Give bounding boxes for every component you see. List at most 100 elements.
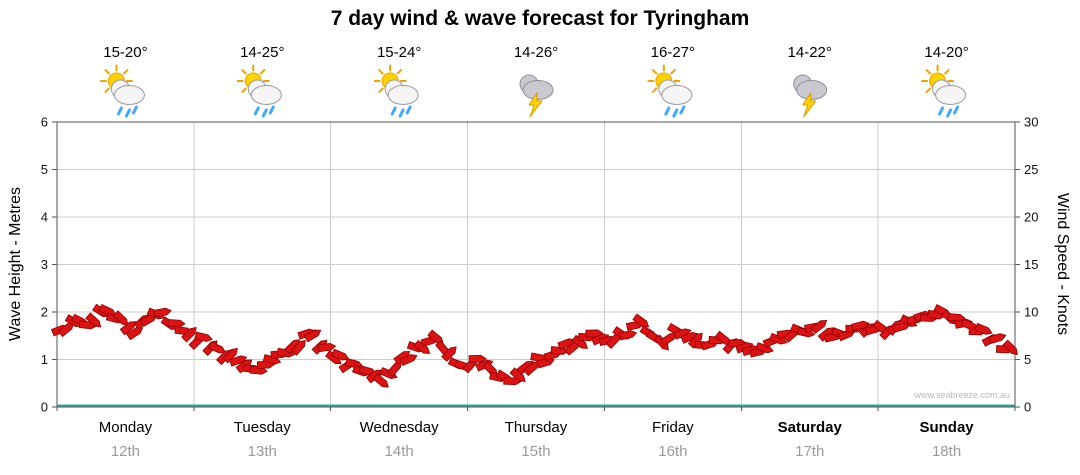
cloud-icon	[662, 86, 691, 104]
temperature-label: 14-22°	[788, 44, 832, 61]
sun-ray-icon	[378, 87, 384, 93]
raindrop-icon	[124, 108, 131, 118]
temperature-label: 14-26°	[514, 44, 558, 61]
weather-icons-row	[99, 64, 967, 118]
wind-arrow	[974, 322, 993, 335]
raindrop-icon	[398, 108, 405, 118]
weather-icon-sun-cloud-rain	[921, 64, 967, 118]
wind-arrow-series	[50, 303, 1018, 388]
right-tick-label: 5	[1024, 352, 1031, 367]
axis-ticks: 0 1 2 3 4 5 6 0 5 10 15 20 25 30	[41, 115, 1039, 415]
day-name-label: Sunday	[919, 419, 974, 436]
wind-arrow	[892, 321, 911, 333]
right-axis-title: Wind Speed - Knots	[1054, 192, 1071, 336]
raindrop-icon	[405, 105, 412, 115]
day-date-label: 18th	[932, 443, 961, 460]
wind-arrow	[303, 329, 322, 343]
wind-arrow	[57, 322, 75, 338]
day-name-label: Tuesday	[234, 419, 291, 436]
right-tick-label: 25	[1024, 162, 1038, 177]
cloud-icon	[252, 86, 281, 104]
weather-icon-sun-cloud-rain	[647, 64, 693, 118]
wind-arrow	[125, 327, 144, 341]
cloud-icon	[524, 81, 552, 99]
left-tick-label: 1	[41, 352, 48, 367]
wind-arrow	[331, 348, 350, 361]
weather-icon-sun-cloud-rain	[236, 64, 282, 118]
wind-arrow	[618, 330, 638, 341]
wind-arrow	[85, 312, 102, 328]
wind-arrow	[810, 319, 828, 335]
left-tick-label: 3	[41, 257, 48, 272]
cloud-icon	[797, 81, 826, 99]
sun-ray-icon	[259, 69, 266, 75]
weather-icon-sun-cloud-rain	[373, 64, 419, 118]
day-name-label: Monday	[99, 419, 153, 436]
wind-arrow	[112, 310, 129, 326]
wind-arrow	[571, 334, 588, 349]
wind-arrow	[399, 354, 418, 367]
lightning-icon	[802, 92, 817, 118]
wind-arrow	[503, 376, 522, 386]
left-tick-label: 2	[41, 305, 48, 320]
raindrop-icon	[261, 108, 268, 118]
chart-title: 7 day wind & wave forecast for Tyringham	[330, 7, 750, 30]
raindrop-icon	[938, 106, 945, 116]
right-tick-label: 10	[1024, 305, 1038, 320]
sun-ray-icon	[104, 87, 111, 93]
sun-ray-icon	[651, 87, 658, 93]
raindrop-icon	[253, 106, 260, 116]
cloud-icon	[115, 86, 144, 104]
wind-arrow	[181, 327, 197, 343]
sun-ray-icon	[241, 69, 247, 75]
wind-arrow	[687, 332, 703, 349]
wind-arrow	[153, 307, 172, 318]
wind-arrow	[413, 339, 431, 354]
left-tick-label: 5	[41, 162, 48, 177]
day-date-label: 16th	[658, 443, 687, 460]
right-tick-label: 0	[1024, 400, 1031, 415]
right-tick-label: 30	[1024, 115, 1038, 130]
wind-arrow	[1002, 339, 1018, 355]
weather-icon-storm-lightning	[519, 74, 554, 118]
wind-arrow	[468, 355, 487, 363]
wind-arrow	[194, 331, 213, 342]
temperature-label: 14-20°	[924, 44, 968, 61]
wind-arrow	[290, 339, 306, 356]
sun-ray-icon	[241, 87, 247, 93]
raindrop-icon	[946, 108, 953, 118]
raindrop-icon	[116, 106, 123, 116]
wind-arrow	[207, 341, 226, 354]
raindrop-icon	[672, 108, 679, 118]
wind-arrow	[372, 373, 389, 388]
day-labels: Monday 12th 15-20° Tuesday 13th 14-25° Wednesd…	[99, 44, 975, 460]
raindrop-icon	[953, 105, 960, 115]
sun-ray-icon	[122, 69, 129, 75]
day-date-label: 17th	[795, 443, 824, 460]
raindrop-icon	[664, 106, 671, 116]
weather-icon-storm-lightning	[793, 74, 828, 118]
day-name-label: Thursday	[505, 419, 568, 436]
wind-arrow	[317, 342, 337, 353]
lightning-icon	[528, 92, 543, 118]
sun-ray-icon	[925, 69, 932, 75]
temperature-label: 15-20°	[103, 44, 147, 61]
sun-ray-icon	[104, 69, 111, 75]
sun-ray-icon	[670, 69, 676, 75]
temperature-label: 16-27°	[651, 44, 695, 61]
sun-ray-icon	[943, 69, 950, 75]
day-date-label: 15th	[521, 443, 550, 460]
wind-arrow	[167, 319, 186, 328]
sun-ray-icon	[378, 69, 384, 75]
cloud-icon	[936, 86, 965, 104]
raindrop-icon	[131, 105, 138, 115]
day-name-label: Wednesday	[360, 419, 439, 436]
left-axis-title: Wave Height - Metres	[7, 186, 24, 342]
temperature-label: 15-24°	[377, 44, 421, 61]
wind-arrow	[228, 355, 248, 367]
wind-arrow	[988, 333, 1007, 345]
raindrop-icon	[390, 106, 397, 116]
wind-arrow	[441, 346, 457, 362]
